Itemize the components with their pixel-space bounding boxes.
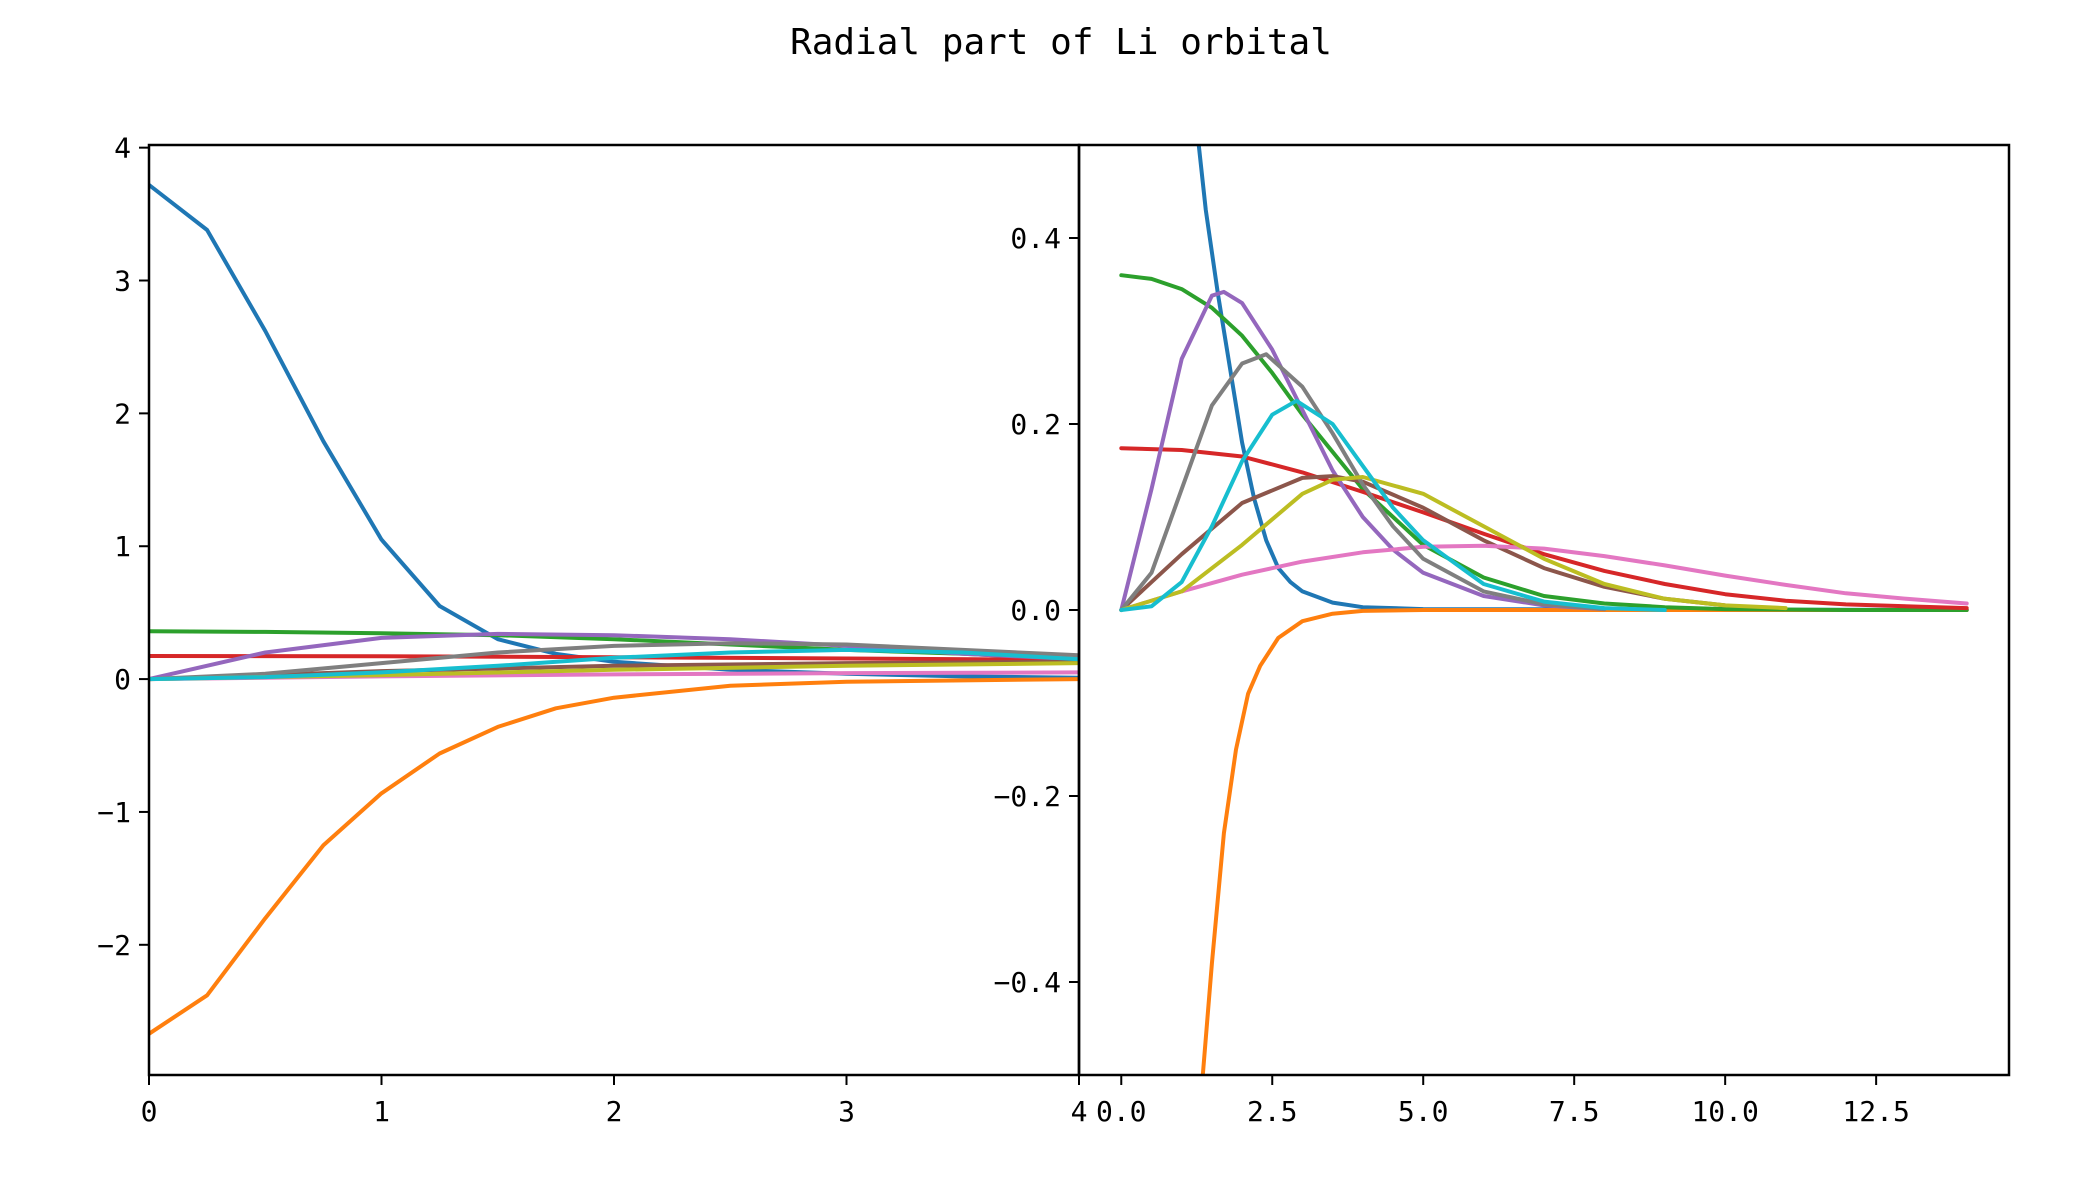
y-tick-label-right-4: 0.4 xyxy=(1010,222,1061,255)
y-tick-label-right-3: 0.2 xyxy=(1010,408,1061,441)
y-tick-label-left-6: 4 xyxy=(114,132,131,165)
y-tick-label-left-0: −2 xyxy=(97,929,131,962)
series-line-right-5 xyxy=(1119,474,1728,612)
series-line-right-9 xyxy=(1119,398,1667,612)
y-tick-label-right-2: 0.0 xyxy=(1010,594,1061,627)
x-tick-label-right-0: 0.0 xyxy=(1096,1095,1147,1128)
axes-right: 0.0 2.5 5.0 7.5 10.0 12.5 −0.4 −0.2 0.0 0.2 0.4 xyxy=(994,143,2011,1128)
series-line-left-9 xyxy=(149,647,1079,682)
y-tick-label-left-2: 0 xyxy=(114,663,131,696)
series-line-right-4 xyxy=(1119,289,1607,612)
y-tick-label-right-1: −0.2 xyxy=(994,780,1061,813)
series-group-right xyxy=(1119,145,1969,1075)
y-tick-label-left-5: 3 xyxy=(114,265,131,298)
x-tick-label-right-2: 5.0 xyxy=(1398,1095,1449,1128)
series-line-right-8 xyxy=(1119,475,1788,612)
series-line-left-7 xyxy=(149,641,1079,682)
x-tick-label-left-0: 0 xyxy=(141,1095,158,1128)
series-line-right-1 xyxy=(1200,608,1969,1075)
x-tick-label-right-1: 2.5 xyxy=(1247,1095,1298,1128)
series-line-left-1 xyxy=(149,677,1079,1036)
y-tick-label-left-4: 2 xyxy=(114,397,131,430)
y-tick-label-right-0: −0.4 xyxy=(994,966,1061,999)
series-line-right-7 xyxy=(1119,352,1607,612)
x-tick-label-left-4: 4 xyxy=(1071,1095,1088,1128)
x-tick-label-left-2: 2 xyxy=(606,1095,623,1128)
x-tick-label-right-5: 12.5 xyxy=(1842,1095,1909,1128)
y-tick-label-left-3: 1 xyxy=(114,530,131,563)
series-group-left xyxy=(149,182,1079,1036)
x-tick-label-right-3: 7.5 xyxy=(1549,1095,1600,1128)
series-line-right-6 xyxy=(1119,543,1969,612)
y-tick-label-left-1: −1 xyxy=(97,796,131,829)
x-tick-label-left-1: 1 xyxy=(373,1095,390,1128)
figure-title: Radial part of Li orbital xyxy=(790,22,1332,63)
series-line-right-0 xyxy=(1196,145,1969,612)
x-tick-label-right-4: 10.0 xyxy=(1691,1095,1758,1128)
x-tick-label-left-3: 3 xyxy=(838,1095,855,1128)
